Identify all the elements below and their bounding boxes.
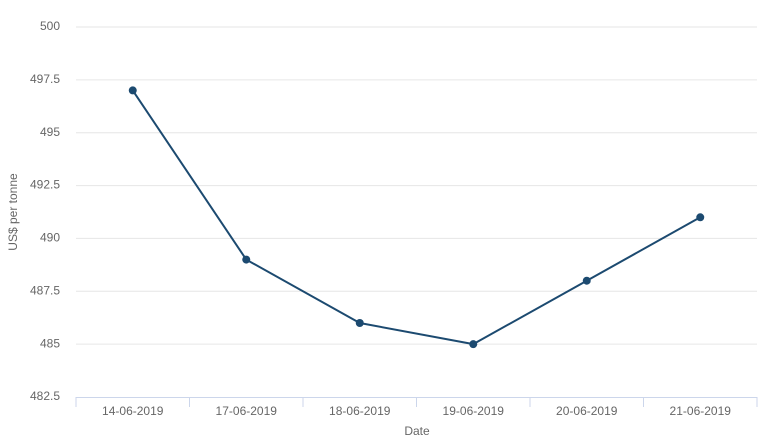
y-axis-title: US$ per tonne	[6, 173, 20, 251]
data-point	[696, 213, 705, 222]
y-tick-label: 500	[40, 19, 60, 33]
x-tick-label: 21-06-2019	[670, 404, 732, 418]
x-tick-label: 18-06-2019	[329, 404, 391, 418]
x-tick-label: 14-06-2019	[102, 404, 164, 418]
data-line	[131, 89, 701, 346]
y-tick-label: 495	[40, 125, 60, 139]
data-point	[582, 276, 591, 285]
y-tick-label: 490	[40, 231, 60, 245]
x-axis-title: Date	[404, 424, 430, 438]
y-tick-label: 487.5	[30, 283, 60, 297]
y-tick-label: 485	[40, 336, 60, 350]
x-tick-label: 17-06-2019	[216, 404, 278, 418]
x-tick-label: 19-06-2019	[443, 404, 505, 418]
data-point	[128, 86, 137, 95]
x-tick-label: 20-06-2019	[556, 404, 618, 418]
y-tick-label: 492.5	[30, 178, 60, 192]
y-tick-label: 497.5	[30, 72, 60, 86]
y-tick-label: 482.5	[30, 389, 60, 403]
data-point	[469, 340, 478, 349]
data-point	[242, 255, 251, 264]
data-point	[355, 319, 364, 327]
